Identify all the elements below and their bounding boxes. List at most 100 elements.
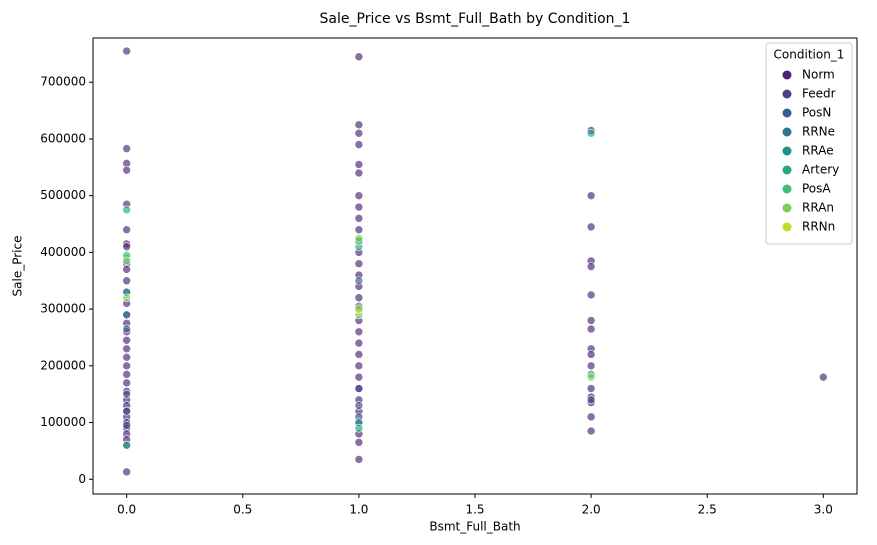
legend-swatch	[782, 222, 792, 232]
y-axis-label: Sale_Price	[11, 236, 25, 297]
point	[586, 222, 596, 232]
point	[354, 327, 364, 337]
legend-swatch	[782, 89, 792, 99]
legend-label: RRAn	[802, 201, 834, 215]
point	[354, 338, 364, 348]
point	[122, 242, 131, 252]
point	[122, 421, 131, 430]
legend-swatch	[782, 184, 792, 194]
legend-swatch	[782, 108, 792, 118]
point	[122, 335, 131, 345]
point	[354, 455, 364, 464]
point	[586, 324, 596, 334]
legend-label: RRNe	[802, 125, 835, 139]
point	[122, 276, 131, 286]
point	[122, 165, 131, 175]
y-tick-label: 500000	[40, 188, 86, 202]
point	[354, 372, 364, 382]
x-tick-label: 1.5	[465, 503, 484, 517]
point	[122, 144, 131, 153]
point	[354, 52, 364, 62]
point	[354, 276, 364, 286]
legend-title: Condition_1	[774, 48, 845, 62]
point	[586, 128, 596, 138]
point	[354, 384, 364, 393]
point	[819, 372, 828, 382]
legend-label: PosA	[802, 182, 831, 196]
point	[354, 350, 364, 359]
chart-title: Sale_Price vs Bsmt_Full_Bath by Conditio…	[320, 11, 631, 27]
point	[354, 160, 364, 169]
legend-swatch	[782, 165, 792, 175]
point	[122, 378, 131, 388]
x-tick-label: 3.0	[814, 503, 833, 517]
x-axis-label: Bsmt_Full_Bath	[429, 520, 520, 534]
point	[122, 46, 131, 56]
point	[586, 262, 596, 271]
point	[586, 361, 596, 371]
point	[122, 324, 131, 334]
point	[354, 214, 364, 223]
plot-frame	[92, 37, 858, 495]
legend-label: Feedr	[802, 87, 836, 101]
point	[122, 406, 131, 416]
point	[122, 440, 131, 450]
point	[586, 191, 596, 200]
legend-swatch	[782, 127, 792, 137]
y-tick-label: 400000	[40, 245, 86, 259]
point	[122, 293, 131, 303]
point	[354, 168, 364, 178]
legend-label: RRNn	[802, 220, 835, 234]
point	[354, 438, 364, 447]
point	[586, 384, 596, 393]
point	[354, 304, 364, 314]
y-tick-label: 0	[78, 472, 86, 486]
point	[354, 293, 364, 303]
x-tick-label: 2.0	[582, 503, 601, 517]
point	[354, 233, 364, 243]
x-tick-label: 0.5	[233, 503, 252, 517]
point	[122, 389, 131, 399]
point	[354, 361, 364, 371]
y-tick-label: 100000	[40, 415, 86, 429]
legend-label: Norm	[802, 68, 835, 82]
legend-swatch	[782, 70, 792, 80]
point	[122, 370, 131, 379]
point	[354, 128, 364, 138]
point	[354, 259, 364, 269]
y-tick-label: 200000	[40, 358, 86, 372]
point	[122, 344, 131, 354]
point	[586, 395, 596, 405]
point	[586, 412, 596, 422]
legend-label: PosN	[802, 106, 831, 120]
point	[354, 120, 364, 130]
legend-label: Artery	[802, 163, 839, 177]
point	[354, 225, 364, 235]
legend-swatch	[782, 146, 792, 156]
point	[354, 401, 364, 410]
point	[354, 140, 364, 149]
point	[122, 205, 131, 215]
x-tick-label: 1.0	[349, 503, 368, 517]
x-tick-label: 2.5	[698, 503, 717, 517]
point	[354, 423, 364, 433]
point	[354, 191, 364, 200]
point	[122, 256, 131, 266]
point	[122, 467, 131, 477]
y-tick-label: 600000	[40, 131, 86, 145]
y-tick-label: 700000	[40, 75, 86, 89]
point	[586, 372, 596, 382]
point	[122, 310, 131, 320]
point	[122, 265, 131, 274]
legend-label: RRAe	[802, 144, 834, 158]
point	[586, 350, 596, 359]
point	[586, 290, 596, 300]
point	[122, 225, 131, 235]
point	[586, 316, 596, 325]
point	[122, 353, 131, 362]
y-tick-label: 300000	[40, 302, 86, 316]
point	[122, 361, 131, 371]
x-tick-label: 0.0	[117, 503, 136, 517]
legend-swatch	[782, 203, 792, 213]
